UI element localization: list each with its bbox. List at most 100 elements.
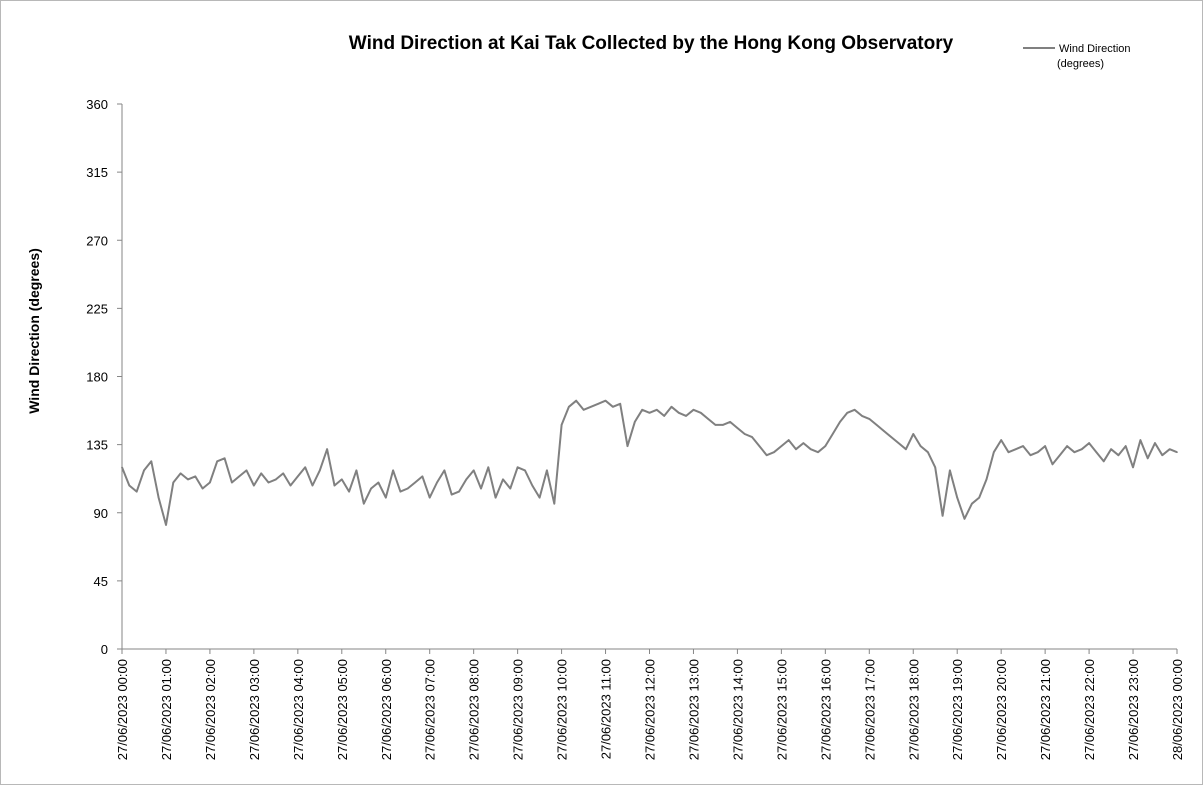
x-tick-label: 27/06/2023 18:00: [906, 659, 921, 760]
data-point: [927, 451, 929, 454]
data-point: [648, 412, 651, 414]
data-point: [458, 490, 460, 493]
data-point: [626, 445, 629, 447]
plot-area: [121, 399, 1178, 526]
data-point: [194, 475, 197, 478]
legend: Wind Direction (degrees): [1023, 43, 1131, 70]
data-point: [143, 469, 145, 472]
data-point: [707, 418, 709, 420]
data-point: [670, 406, 673, 408]
data-point: [780, 445, 783, 447]
data-point: [736, 427, 739, 429]
data-point: [1037, 451, 1039, 454]
data-point: [487, 466, 490, 469]
x-tick-label: 27/06/2023 08:00: [467, 659, 482, 760]
x-tick-label: 27/06/2023 12:00: [643, 659, 658, 760]
data-point: [1110, 448, 1112, 451]
data-point: [795, 448, 797, 451]
data-point: [465, 478, 468, 481]
data-point: [1081, 448, 1083, 451]
data-point: [963, 518, 966, 520]
x-tick-label: 27/06/2023 19:00: [950, 659, 965, 760]
data-point: [722, 424, 724, 426]
data-point: [1088, 442, 1090, 444]
data-point: [494, 496, 497, 499]
data-point: [436, 481, 438, 484]
data-point: [1139, 439, 1142, 441]
x-tick-label: 27/06/2023 02:00: [203, 659, 218, 760]
data-point: [165, 524, 167, 526]
x-tick-label: 27/06/2023 15:00: [774, 659, 789, 760]
data-point: [560, 424, 563, 426]
data-point: [1161, 454, 1164, 457]
data-point: [443, 469, 446, 472]
data-point: [289, 484, 292, 487]
data-point: [260, 472, 263, 475]
data-point: [809, 448, 812, 451]
data-point: [179, 472, 182, 475]
data-point: [868, 418, 871, 420]
data-point: [978, 496, 980, 499]
data-point: [253, 484, 255, 487]
data-point: [157, 496, 160, 499]
x-tick-label: 27/06/2023 23:00: [1126, 659, 1141, 760]
data-point: [685, 415, 687, 417]
data-point: [1102, 460, 1105, 463]
data-point: [385, 496, 387, 499]
data-point: [993, 451, 995, 454]
data-point: [956, 496, 958, 499]
legend-label-line: Wind Direction: [1059, 43, 1131, 55]
data-point: [319, 469, 321, 472]
data-point: [326, 448, 328, 451]
data-point: [700, 412, 702, 414]
data-point: [597, 403, 599, 405]
data-point: [304, 466, 307, 469]
data-point: [406, 487, 409, 490]
data-point: [941, 515, 944, 517]
data-point: [1000, 439, 1002, 441]
data-point: [472, 469, 475, 472]
y-tick-label: 135: [86, 438, 108, 453]
data-point: [531, 484, 534, 487]
series-line: [121, 399, 1178, 526]
data-point: [743, 433, 746, 435]
data-point: [1168, 448, 1171, 451]
x-tick-label: 27/06/2023 01:00: [159, 659, 174, 760]
data-point: [538, 496, 541, 499]
data-point: [245, 469, 248, 472]
data-point: [802, 442, 805, 444]
x-tick-label: 27/06/2023 09:00: [511, 659, 526, 760]
x-tick-label: 27/06/2023 04:00: [291, 659, 306, 760]
data-point: [267, 481, 270, 484]
data-point: [612, 406, 614, 408]
data-point: [773, 451, 775, 454]
data-point: [509, 487, 512, 490]
data-point: [480, 487, 482, 490]
x-tick-label: 28/06/2023 00:00: [1170, 659, 1185, 760]
data-point: [663, 415, 665, 417]
x-tick-label: 27/06/2023 17:00: [862, 659, 877, 760]
data-point: [641, 409, 643, 411]
data-point: [634, 421, 636, 423]
data-point: [846, 412, 849, 414]
data-point: [1007, 451, 1010, 454]
x-ticks: 27/06/2023 00:00 27/06/2023 01:00 27/06/20…: [115, 649, 1185, 760]
x-tick-label: 27/06/2023 10:00: [555, 659, 570, 760]
data-point: [238, 475, 240, 478]
data-point: [399, 490, 402, 493]
data-point: [414, 481, 416, 484]
y-tick-label: 315: [86, 165, 108, 180]
data-point: [341, 478, 343, 481]
y-tick-label: 270: [86, 233, 108, 248]
data-point: [787, 439, 790, 441]
data-point: [150, 460, 153, 463]
data-point: [355, 469, 358, 472]
data-point: [582, 409, 585, 411]
data-point: [1029, 454, 1032, 457]
legend-label: Wind Direction (degrees): [1057, 43, 1131, 70]
data-point: [223, 457, 226, 460]
axes: [121, 104, 1177, 650]
data-point: [656, 409, 658, 411]
